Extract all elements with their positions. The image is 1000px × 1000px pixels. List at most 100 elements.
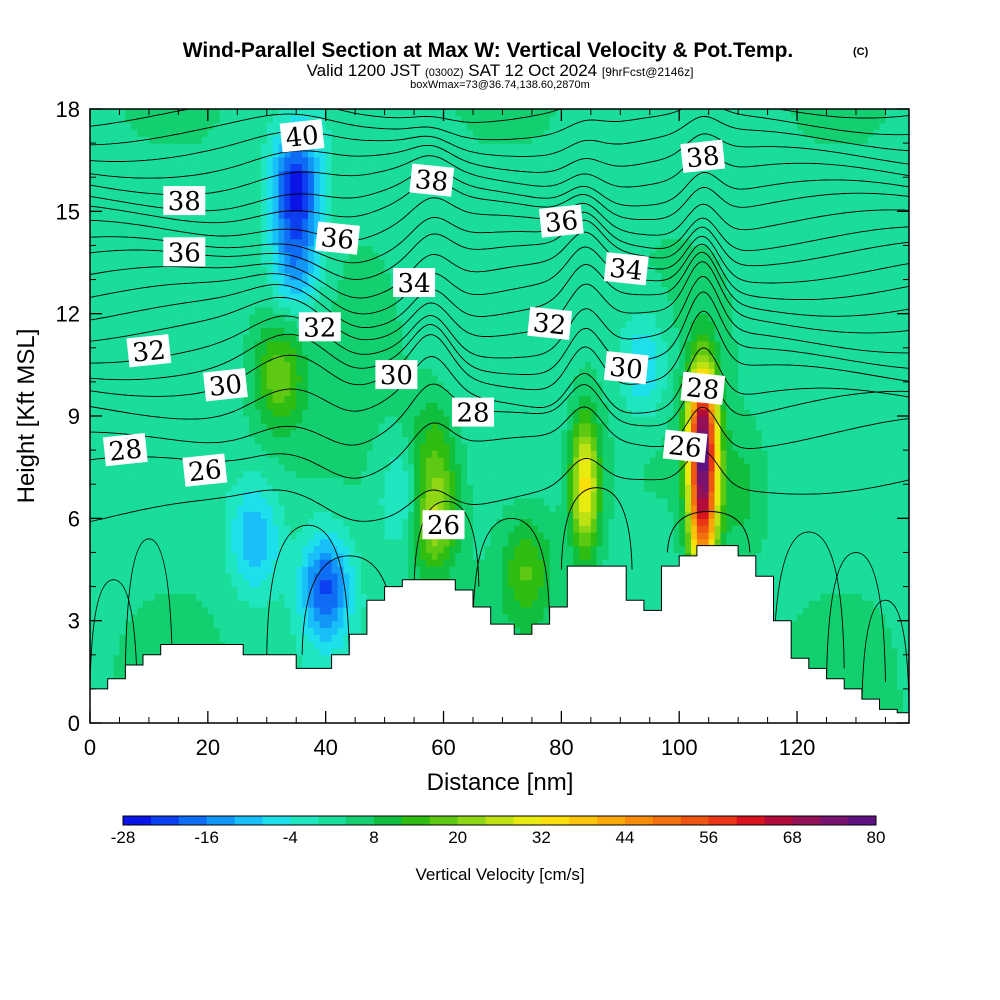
velocity-cell: [95, 265, 103, 274]
velocity-cell: [284, 368, 291, 376]
velocity-cell: [325, 279, 333, 287]
velocity-cell: [154, 572, 162, 581]
velocity-cell: [408, 470, 415, 478]
velocity-cell: [260, 429, 268, 438]
velocity-cell: [378, 395, 386, 403]
velocity-cell: [207, 259, 215, 267]
velocity-cell: [119, 600, 126, 608]
velocity-cell: [343, 109, 350, 117]
velocity-cell: [296, 306, 303, 315]
velocity-cell: [119, 641, 126, 649]
velocity-cell: [125, 143, 132, 151]
velocity-cell: [190, 395, 197, 403]
velocity-cell: [172, 552, 179, 560]
velocity-cell: [402, 170, 409, 178]
velocity-cell: [378, 211, 386, 219]
velocity-cell: [166, 443, 174, 451]
velocity-cell: [178, 149, 185, 158]
velocity-cell: [325, 607, 333, 615]
velocity-cell: [113, 163, 121, 171]
velocity-cell: [366, 122, 374, 131]
velocity-cell: [137, 143, 144, 151]
velocity-cell: [272, 388, 280, 397]
velocity-cell: [249, 504, 256, 513]
velocity-cell: [137, 109, 144, 117]
velocity-cell: [90, 238, 97, 247]
velocity-cell: [172, 620, 179, 629]
velocity-cell: [308, 395, 315, 403]
velocity-cell: [284, 211, 291, 219]
velocity-cell: [207, 436, 215, 444]
velocity-cell: [119, 388, 126, 397]
velocity-cell: [225, 450, 233, 458]
velocity-cell: [260, 170, 268, 178]
velocity-cell: [331, 559, 339, 567]
velocity-cell: [148, 170, 156, 178]
velocity-cell: [249, 252, 256, 260]
velocity-cell: [331, 511, 339, 519]
velocity-cell: [160, 218, 168, 226]
velocity-cell: [249, 340, 256, 349]
velocity-cell: [113, 409, 121, 417]
velocity-cell: [284, 361, 291, 369]
velocity-cell: [361, 491, 368, 499]
velocity-cell: [396, 470, 403, 478]
velocity-cell: [125, 518, 132, 526]
velocity-cell: [148, 559, 156, 567]
velocity-cell: [154, 600, 162, 608]
velocity-cell: [237, 340, 244, 349]
velocity-cell: [219, 566, 227, 574]
velocity-cell: [372, 538, 380, 547]
velocity-cell: [131, 518, 138, 526]
velocity-cell: [290, 197, 297, 206]
velocity-cell: [254, 491, 262, 499]
velocity-cell: [343, 586, 350, 594]
velocity-cell: [196, 347, 203, 356]
velocity-cell: [196, 149, 203, 158]
velocity-cell: [272, 613, 280, 622]
velocity-cell: [125, 607, 132, 615]
velocity-cell: [290, 504, 297, 513]
velocity-cell: [260, 525, 268, 533]
velocity-cell: [384, 354, 392, 363]
velocity-cell: [243, 375, 250, 383]
velocity-cell: [355, 579, 362, 588]
velocity-cell: [207, 170, 215, 178]
velocity-cell: [402, 491, 409, 499]
velocity-cell: [178, 170, 185, 178]
velocity-cell: [231, 170, 238, 178]
velocity-cell: [160, 422, 168, 431]
velocity-cell: [408, 511, 415, 519]
velocity-cell: [296, 402, 303, 410]
velocity-cell: [137, 129, 144, 137]
velocity-cell: [119, 286, 126, 294]
velocity-cell: [302, 538, 309, 547]
velocity-cell: [343, 497, 350, 506]
velocity-cell: [302, 231, 309, 240]
velocity-cell: [225, 197, 233, 206]
velocity-cell: [308, 115, 315, 124]
velocity-cell: [213, 361, 221, 369]
velocity-cell: [278, 320, 286, 328]
velocity-cell: [296, 627, 303, 635]
velocity-cell: [402, 443, 409, 451]
velocity-cell: [101, 156, 109, 165]
velocity-cell: [337, 265, 344, 274]
velocity-cell: [160, 313, 168, 322]
velocity-cell: [278, 579, 286, 588]
velocity-cell: [402, 388, 409, 397]
velocity-cell: [207, 149, 215, 158]
velocity-cell: [302, 566, 309, 574]
velocity-cell: [207, 579, 215, 588]
velocity-cell: [249, 204, 256, 212]
velocity-cell: [308, 497, 315, 506]
velocity-cell: [284, 538, 291, 547]
velocity-cell: [90, 136, 97, 144]
velocity-cell: [319, 361, 327, 369]
velocity-cell: [107, 613, 115, 622]
velocity-cell: [313, 149, 321, 158]
velocity-cell: [372, 586, 380, 594]
velocity-cell: [237, 136, 244, 144]
velocity-cell: [325, 129, 333, 137]
